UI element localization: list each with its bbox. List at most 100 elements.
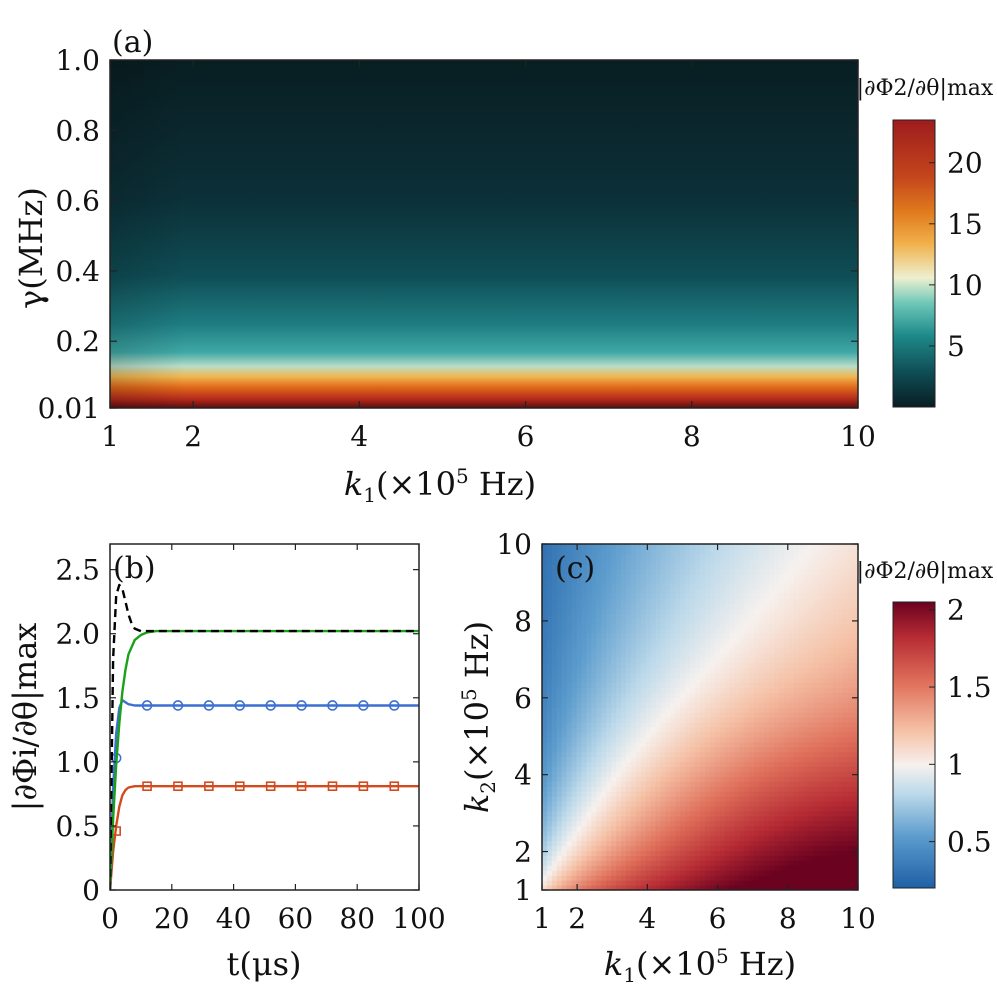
heat-cell: [754, 642, 760, 649]
heat-cell: [788, 583, 795, 590]
heat-cell: [729, 657, 736, 664]
heat-cell: [542, 712, 548, 718]
heat-cell: [601, 815, 607, 822]
heat-cell: [843, 840, 849, 847]
heat-cell: [581, 771, 588, 777]
heat-cell: [828, 558, 834, 565]
heat-cell: [793, 805, 800, 812]
heat-cell: [744, 682, 750, 688]
heat-cell: [704, 662, 711, 669]
heat-cell: [734, 618, 741, 624]
heat-cell: [660, 652, 667, 659]
heat-cell: [546, 875, 553, 881]
heat-cell: [601, 885, 607, 890]
heat-cell: [606, 662, 612, 669]
heat-cell: [734, 850, 741, 856]
heat-cell: [680, 657, 686, 664]
heat-cell: [571, 776, 578, 782]
heat-cell: [779, 751, 785, 758]
heat-cell: [709, 657, 716, 664]
heat-cell: [734, 672, 741, 679]
heat-cell: [611, 603, 617, 609]
heat-cell: [704, 776, 711, 782]
heat-cell: [566, 657, 573, 664]
heat-cell: [680, 672, 686, 679]
heat-cell: [591, 583, 597, 590]
heat-cell: [576, 721, 583, 728]
heat-cell: [793, 761, 800, 768]
heat-cell: [729, 677, 736, 683]
heat-cell: [853, 593, 858, 599]
heat-cell: [769, 553, 775, 560]
heat-cell: [566, 840, 573, 847]
heat-cell: [833, 835, 839, 842]
heat-cell: [828, 647, 834, 654]
heat-cell: [625, 677, 632, 683]
heat-cell: [749, 637, 755, 644]
heat-cell: [764, 553, 770, 560]
heat-cell: [616, 717, 622, 723]
heat-cell: [670, 682, 676, 688]
heat-cell: [833, 613, 839, 619]
heat-cell: [729, 751, 736, 758]
heat-cell: [793, 860, 800, 866]
heat-cell: [853, 632, 858, 639]
heat-cell: [601, 850, 607, 856]
heat-cell: [601, 608, 607, 614]
heat-cell: [586, 548, 592, 555]
heat-cell: [744, 766, 750, 772]
heat-cell: [759, 825, 765, 832]
heat-cell: [645, 776, 652, 782]
heat-cell: [675, 721, 681, 728]
heat-cell: [719, 613, 726, 619]
heat-cell: [586, 588, 592, 595]
heat-cell: [759, 628, 765, 634]
heat-cell: [793, 721, 800, 728]
heat-cell: [650, 573, 657, 580]
heat-cell: [808, 652, 815, 659]
heat-cell: [783, 771, 790, 777]
heat-cell: [655, 692, 662, 698]
heat-cell: [734, 736, 741, 743]
heat-cell: [660, 761, 667, 768]
heat-cell: [769, 880, 775, 886]
heat-cell: [793, 731, 800, 738]
heat-cell: [798, 880, 805, 886]
heat-cell: [546, 741, 553, 748]
heat-cell: [823, 721, 829, 728]
heat-cell: [621, 662, 627, 669]
heat-cell: [734, 583, 741, 590]
heat-cell: [754, 880, 760, 886]
heat-cell: [798, 652, 805, 659]
heat-cell: [769, 667, 775, 674]
heat-cell: [853, 776, 858, 782]
heat-cell: [724, 608, 731, 614]
heat-cell: [833, 652, 839, 659]
heat-cell: [823, 870, 829, 876]
heat-cell: [601, 865, 607, 871]
heat-cell: [542, 796, 548, 802]
heat-cell: [675, 801, 681, 807]
heat-cell: [734, 608, 741, 614]
heat-cell: [690, 791, 696, 797]
heat-cell: [645, 697, 652, 703]
heat-cell: [734, 568, 741, 575]
heat-cell: [714, 603, 721, 609]
heat-cell: [700, 707, 706, 713]
heat-cell: [828, 746, 834, 753]
heat-cell: [645, 860, 652, 866]
heat-cell: [783, 761, 790, 768]
heat-cell: [704, 796, 711, 802]
heat-cell: [779, 805, 785, 812]
heat-cell: [601, 662, 607, 669]
heat-cell: [655, 726, 662, 733]
heat-cell: [779, 652, 785, 659]
heat-cell: [774, 712, 780, 718]
heat-cell: [843, 825, 849, 832]
heat-cell: [793, 563, 800, 570]
heat-cell: [853, 796, 858, 802]
heat-cell: [700, 801, 706, 807]
heat-cell: [680, 761, 686, 768]
heat-cell: [660, 875, 667, 881]
heat-cell: [665, 880, 671, 886]
